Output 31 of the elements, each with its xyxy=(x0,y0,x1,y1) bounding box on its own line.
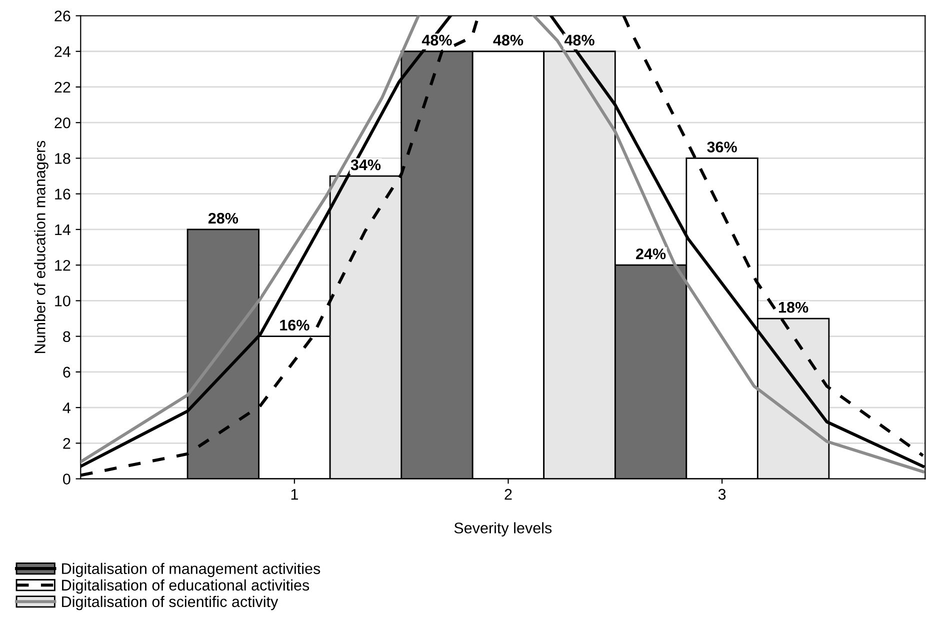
annotation: 48% xyxy=(493,34,524,46)
y-tick-label: 8 xyxy=(63,331,70,342)
y-tick-label: 0 xyxy=(63,474,70,484)
y-tick-label: 4 xyxy=(62,402,70,414)
x-tick-label: 3 xyxy=(718,488,726,500)
y-tick-label: 12 xyxy=(55,260,70,271)
annotation: 36% xyxy=(707,142,737,152)
y-tick-label: 22 xyxy=(54,82,70,93)
y-tick-label: 10 xyxy=(55,296,70,306)
annotation: 24% xyxy=(636,248,666,260)
x-tick-label: 2 xyxy=(504,488,512,500)
annotation: 34% xyxy=(350,159,381,170)
annotation: 48% xyxy=(564,34,594,46)
y-tick-label: 18 xyxy=(55,153,70,164)
legend-label: Digitalisation of educational activities xyxy=(62,579,310,594)
y-tick-label: 6 xyxy=(63,366,70,378)
y-tick-label: 24 xyxy=(54,46,70,57)
y-tick-label: 2 xyxy=(63,438,70,449)
y-tick-label: 16 xyxy=(55,188,70,200)
annotation: 48% xyxy=(422,34,452,46)
y-tick-label: 20 xyxy=(54,117,70,128)
annotation: 18% xyxy=(778,302,808,313)
legend-label: Digitalisation of management activities xyxy=(62,562,320,578)
annotation: 28% xyxy=(208,212,238,224)
x-tick-label: 1 xyxy=(291,489,298,500)
y-tick-label: 26 xyxy=(54,10,70,22)
y-tick-label: 14 xyxy=(55,224,70,235)
annotation: 16% xyxy=(280,320,310,331)
y-axis-title: Number of education managers xyxy=(34,140,48,354)
x-axis-title: Severity levels xyxy=(454,522,552,536)
legend-label: Digitalisation of scientific activity xyxy=(62,596,278,610)
